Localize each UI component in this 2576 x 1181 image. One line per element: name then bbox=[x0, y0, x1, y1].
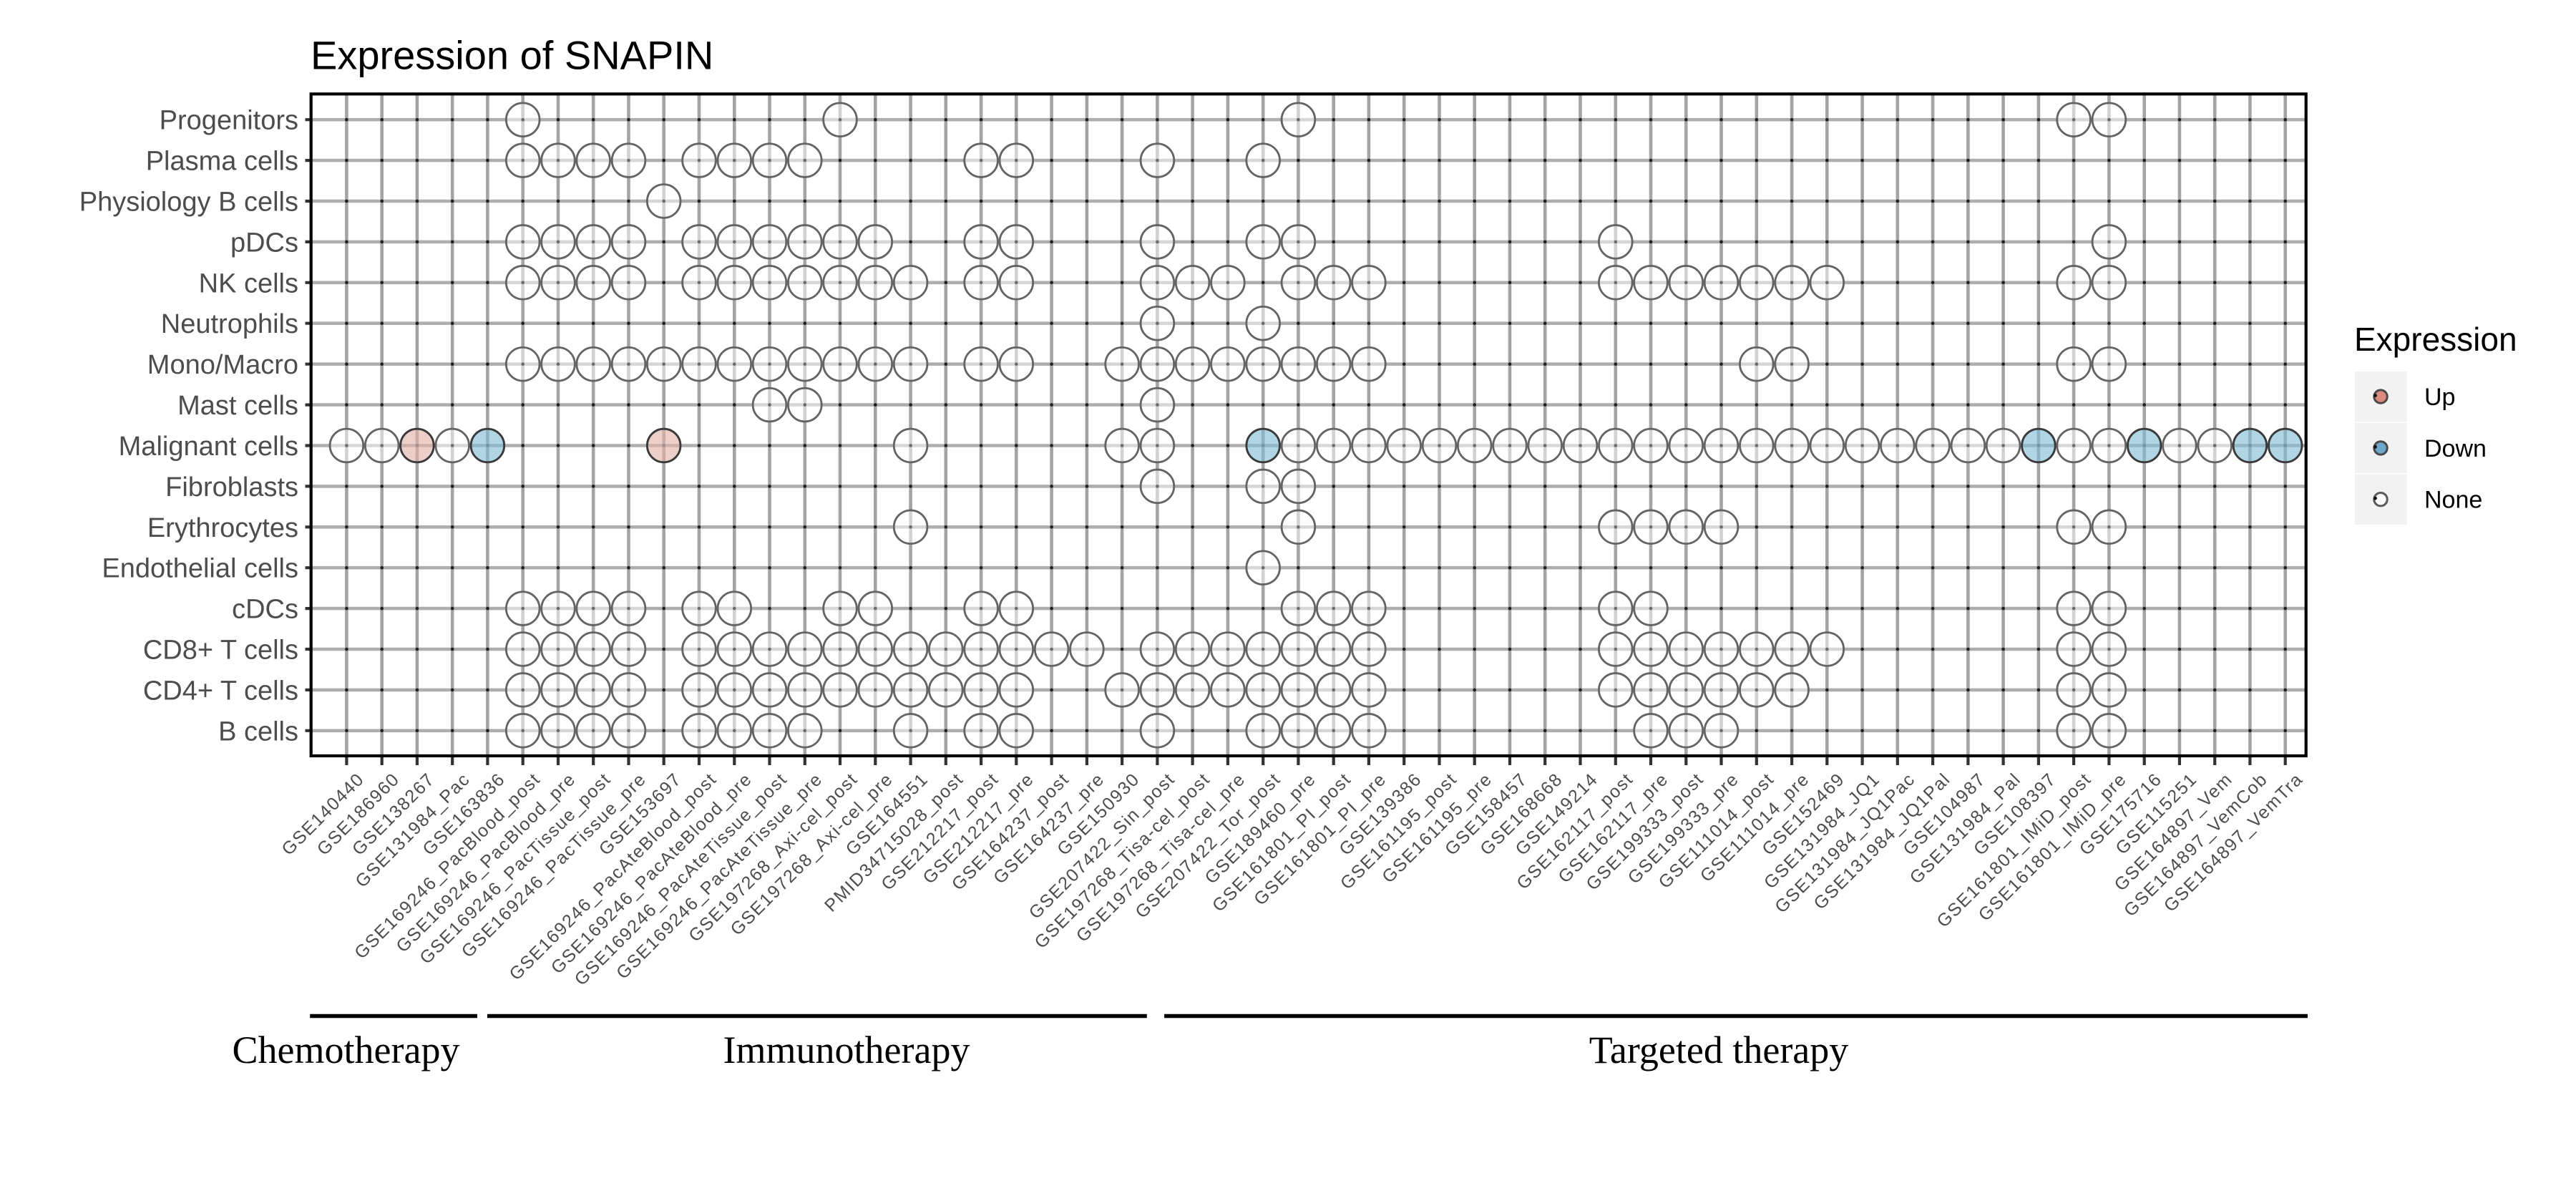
svg-text:Targeted therapy: Targeted therapy bbox=[1589, 1029, 1849, 1071]
svg-text:pDCs: pDCs bbox=[230, 228, 298, 258]
svg-text:Immunotherapy: Immunotherapy bbox=[723, 1029, 970, 1071]
svg-text:Progenitors: Progenitors bbox=[160, 106, 298, 136]
svg-text:NK cells: NK cells bbox=[199, 268, 298, 298]
svg-text:Expression: Expression bbox=[2354, 321, 2517, 358]
svg-text:CD8+ T cells: CD8+ T cells bbox=[143, 636, 298, 666]
svg-text:None: None bbox=[2424, 487, 2482, 514]
svg-text:CD4+ T cells: CD4+ T cells bbox=[143, 676, 298, 706]
svg-text:Plasma cells: Plasma cells bbox=[146, 147, 298, 177]
svg-text:Endothelial cells: Endothelial cells bbox=[102, 554, 298, 584]
svg-text:B cells: B cells bbox=[218, 716, 298, 747]
svg-text:cDCs: cDCs bbox=[232, 595, 298, 625]
svg-text:Neutrophils: Neutrophils bbox=[161, 309, 298, 339]
svg-text:Physiology B cells: Physiology B cells bbox=[79, 188, 298, 218]
svg-text:Chemotherapy: Chemotherapy bbox=[233, 1029, 460, 1071]
svg-text:Up: Up bbox=[2424, 384, 2455, 411]
svg-text:Expression of SNAPIN: Expression of SNAPIN bbox=[311, 33, 713, 78]
svg-text:Down: Down bbox=[2424, 435, 2487, 462]
svg-text:Fibroblasts: Fibroblasts bbox=[165, 472, 298, 502]
svg-text:Erythrocytes: Erythrocytes bbox=[147, 513, 298, 543]
svg-text:Mono/Macro: Mono/Macro bbox=[147, 350, 298, 380]
svg-text:Malignant cells: Malignant cells bbox=[119, 432, 298, 462]
svg-text:Mast cells: Mast cells bbox=[177, 391, 298, 421]
